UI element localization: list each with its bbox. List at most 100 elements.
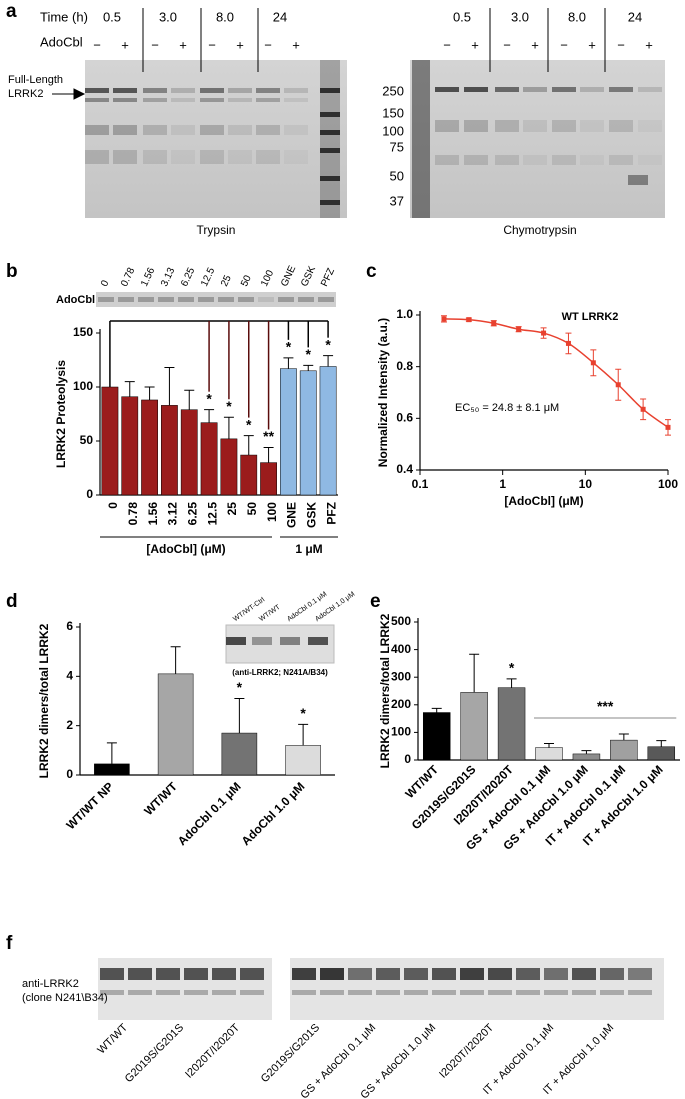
marker-size: 37	[390, 193, 404, 208]
gel-band	[580, 87, 604, 92]
gel-band	[609, 120, 633, 132]
gel-band	[200, 150, 224, 164]
y-tick-label: 300	[391, 669, 411, 683]
gel-band	[171, 98, 195, 102]
panel-label: d	[6, 591, 18, 612]
sign-minus: −	[93, 37, 101, 52]
gel-band	[184, 968, 208, 980]
gel-band	[143, 125, 167, 135]
adocbl-label: AdoCbl	[40, 34, 83, 49]
sign-plus: +	[471, 37, 479, 52]
gel-label: AdoCbl	[56, 294, 95, 306]
bar	[200, 422, 218, 496]
enzyme-label: Trypsin	[197, 223, 236, 237]
gel-lane-label: 1.56	[139, 266, 157, 289]
gel-band	[435, 120, 459, 132]
gel-band	[460, 968, 484, 980]
gel-band	[113, 98, 137, 102]
error-bar	[170, 646, 181, 674]
gel-band	[200, 98, 224, 102]
gel-lane-label: GSK	[299, 264, 318, 288]
bar	[180, 409, 198, 496]
y-tick-label: 100	[391, 725, 411, 739]
gel-band	[171, 88, 195, 93]
error-bar	[283, 357, 294, 369]
blot-image	[290, 958, 664, 1020]
error-bar	[298, 723, 309, 746]
significance-mark: *	[300, 705, 306, 721]
gel-band	[143, 150, 167, 164]
gel-band	[552, 120, 576, 132]
gel-band	[544, 990, 568, 995]
lane-label: I2020T/I2020T	[437, 1022, 496, 1081]
gel-band	[228, 125, 252, 135]
blot-image	[98, 958, 272, 1020]
x-tick-label: 100	[265, 502, 279, 522]
sign-minus: −	[503, 37, 511, 52]
bar	[535, 747, 563, 761]
gel-band	[171, 125, 195, 135]
gel-band	[156, 968, 180, 980]
gel-band	[628, 175, 648, 185]
data-point	[590, 360, 596, 366]
data-point	[516, 326, 522, 332]
gel-band	[292, 990, 316, 995]
gel-band	[318, 297, 334, 302]
x-tick-label: G2019S/G201S	[409, 762, 479, 832]
y-tick-label: 400	[391, 642, 411, 656]
data-point	[615, 382, 621, 388]
significance-mark: *	[206, 390, 212, 406]
bar	[280, 368, 297, 496]
gel-band	[278, 297, 294, 302]
time-value: 3.0	[159, 9, 177, 24]
gel-band	[320, 88, 340, 93]
x-tick-label: 3.12	[166, 502, 180, 526]
gel-band	[200, 125, 224, 135]
gel-band	[523, 87, 547, 92]
gel-band	[85, 98, 109, 102]
bar	[220, 438, 238, 496]
ladder-lane	[320, 60, 340, 218]
x-tick-label: 50	[245, 502, 259, 516]
bar	[161, 405, 178, 496]
gel-band	[495, 120, 519, 132]
gel-band	[143, 98, 167, 102]
group-significance: ***	[597, 698, 614, 714]
data-point	[491, 320, 497, 326]
x-tick-label: 1.56	[146, 502, 160, 526]
bar	[647, 746, 676, 761]
gel-band	[552, 155, 576, 165]
gel-lane-label: 100	[259, 268, 276, 288]
sign-minus: −	[617, 37, 625, 52]
error-bar	[323, 355, 334, 367]
sign-plus: +	[179, 37, 187, 52]
arrow	[52, 88, 86, 100]
bar	[94, 763, 130, 776]
panel-label: f	[6, 933, 13, 954]
group-label: [AdoCbl] (μM)	[146, 542, 225, 556]
time-value: 24	[273, 9, 287, 24]
marker-size: 250	[382, 83, 404, 98]
significance-mark: *	[509, 660, 515, 676]
y-tick-label: 0	[86, 487, 93, 501]
error-bar	[581, 750, 592, 754]
time-value: 3.0	[511, 9, 529, 24]
x-tick-label: 25	[225, 502, 239, 516]
gel-image	[85, 60, 347, 218]
gel-band	[200, 88, 224, 93]
bar	[240, 454, 258, 496]
y-tick-label: 50	[80, 433, 94, 447]
bar	[319, 366, 337, 496]
gel-band	[178, 297, 194, 302]
error-bar	[656, 740, 667, 747]
full-length-label: Full-Length	[8, 74, 63, 86]
marker-size: 150	[382, 105, 404, 120]
panel-label: c	[366, 261, 377, 282]
lane-label: G2019S/G201S	[123, 1022, 186, 1085]
panel-label: b	[6, 261, 18, 282]
error-bar	[431, 707, 442, 713]
sign-minus: −	[443, 37, 451, 52]
y-tick-label: 0.4	[396, 462, 413, 476]
gel-band	[212, 990, 236, 995]
sign-plus: +	[236, 37, 244, 52]
